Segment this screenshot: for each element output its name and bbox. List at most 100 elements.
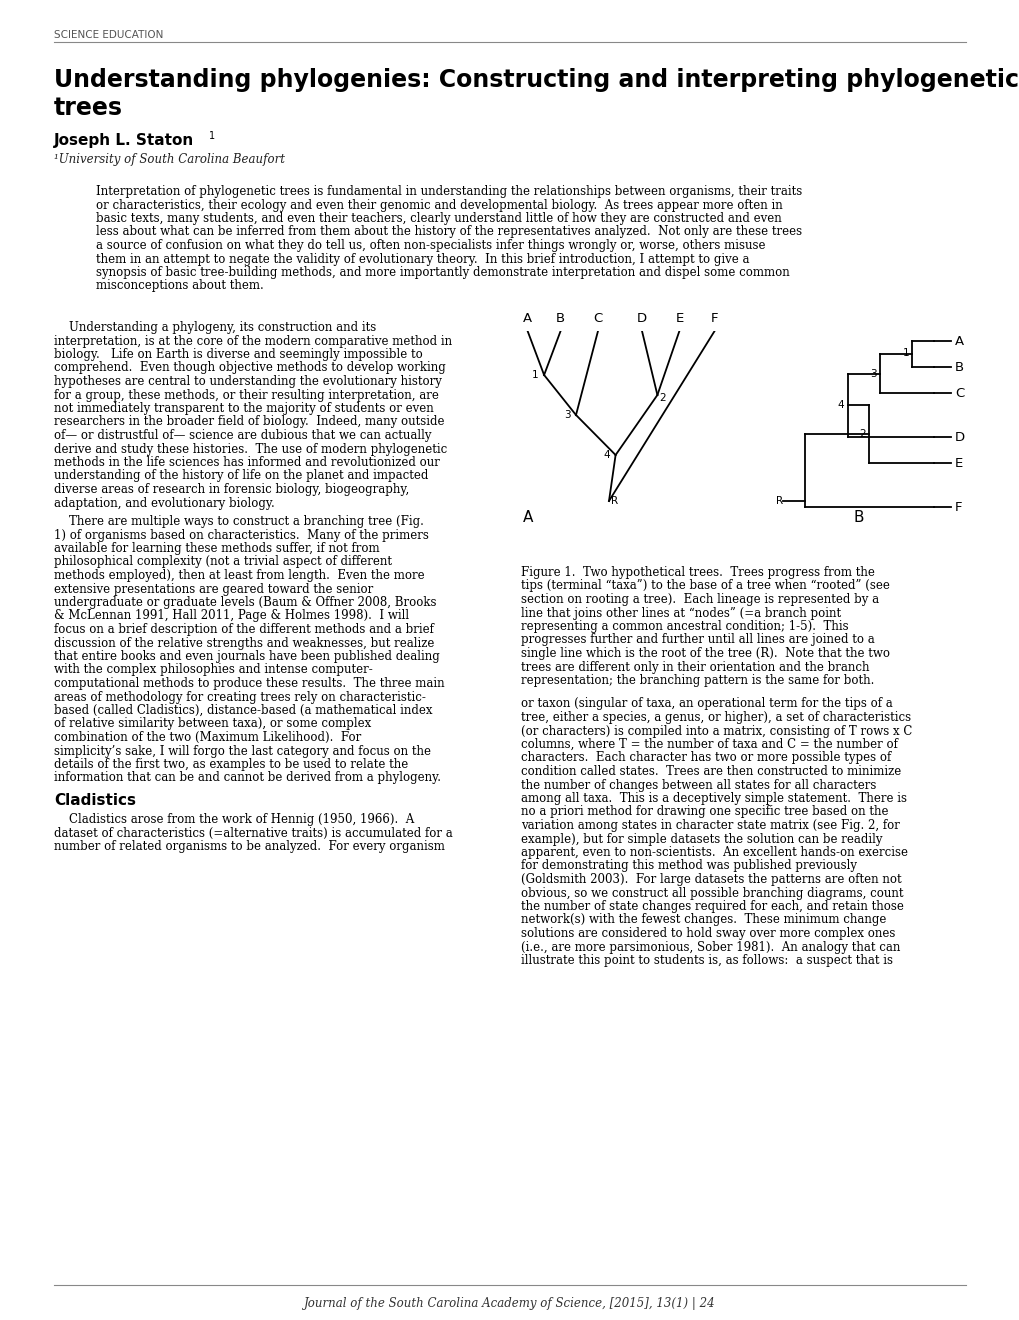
- Text: B: B: [853, 510, 863, 525]
- Text: There are multiple ways to construct a branching tree (Fig.: There are multiple ways to construct a b…: [54, 515, 424, 528]
- Text: comprehend.  Even though objective methods to develop working: comprehend. Even though objective method…: [54, 362, 445, 375]
- Text: F: F: [710, 312, 717, 325]
- Text: 1: 1: [209, 131, 215, 141]
- Text: that entire books and even journals have been published dealing: that entire books and even journals have…: [54, 649, 439, 663]
- Text: A: A: [522, 510, 532, 525]
- Text: extensive presentations are geared toward the senior: extensive presentations are geared towar…: [54, 582, 373, 595]
- Text: understanding of the history of life on the planet and impacted: understanding of the history of life on …: [54, 470, 428, 483]
- Text: for a group, these methods, or their resulting interpretation, are: for a group, these methods, or their res…: [54, 388, 438, 401]
- Text: diverse areas of research in forensic biology, biogeography,: diverse areas of research in forensic bi…: [54, 483, 409, 496]
- Text: example), but for simple datasets the solution can be readily: example), but for simple datasets the so…: [521, 833, 881, 846]
- Text: Joseph L. Staton: Joseph L. Staton: [54, 133, 194, 148]
- Text: columns, where T = the number of taxa and C = the number of: columns, where T = the number of taxa an…: [521, 738, 897, 751]
- Text: network(s) with the fewest changes.  These minimum change: network(s) with the fewest changes. Thes…: [521, 913, 886, 927]
- Text: focus on a brief description of the different methods and a brief: focus on a brief description of the diff…: [54, 623, 433, 636]
- Text: derive and study these histories.  The use of modern phylogenetic: derive and study these histories. The us…: [54, 442, 446, 455]
- Text: methods employed), then at least from length.  Even the more: methods employed), then at least from le…: [54, 569, 424, 582]
- Text: B: B: [555, 312, 565, 325]
- Text: a source of confusion on what they do tell us, often non-specialists infer thing: a source of confusion on what they do te…: [96, 239, 764, 252]
- Text: F: F: [955, 500, 962, 513]
- Text: adaptation, and evolutionary biology.: adaptation, and evolutionary biology.: [54, 496, 274, 510]
- Text: condition called states.  Trees are then constructed to minimize: condition called states. Trees are then …: [521, 766, 901, 777]
- Text: researchers in the broader field of biology.  Indeed, many outside: researchers in the broader field of biol…: [54, 416, 444, 429]
- Text: characters.  Each character has two or more possible types of: characters. Each character has two or mo…: [521, 751, 891, 764]
- Text: illustrate this point to students is, as follows:  a suspect that is: illustrate this point to students is, as…: [521, 954, 892, 968]
- Text: Interpretation of phylogenetic trees is fundamental in understanding the relatio: Interpretation of phylogenetic trees is …: [96, 185, 802, 198]
- Text: & McLennan 1991, Hall 2011, Page & Holmes 1998).  I will: & McLennan 1991, Hall 2011, Page & Holme…: [54, 610, 409, 623]
- Text: single line which is the root of the tree (R).  Note that the two: single line which is the root of the tre…: [521, 647, 890, 660]
- Text: or characteristics, their ecology and even their genomic and developmental biolo: or characteristics, their ecology and ev…: [96, 198, 782, 211]
- Text: Understanding phylogenies: Constructing and interpreting phylogenetic: Understanding phylogenies: Constructing …: [54, 69, 1018, 92]
- Text: ¹University of South Carolina Beaufort: ¹University of South Carolina Beaufort: [54, 153, 284, 166]
- Text: representing a common ancestral condition; 1-5).  This: representing a common ancestral conditio…: [521, 620, 848, 634]
- Text: 2: 2: [859, 429, 865, 440]
- Text: of relative similarity between taxa), or some complex: of relative similarity between taxa), or…: [54, 718, 371, 730]
- Text: (i.e., are more parsimonious, Sober 1981).  An analogy that can: (i.e., are more parsimonious, Sober 1981…: [521, 940, 900, 953]
- Text: (Goldsmith 2003).  For large datasets the patterns are often not: (Goldsmith 2003). For large datasets the…: [521, 873, 901, 886]
- Text: trees: trees: [54, 96, 123, 120]
- Text: R: R: [610, 496, 618, 506]
- Text: Cladistics arose from the work of Hennig (1950, 1966).  A: Cladistics arose from the work of Hennig…: [54, 813, 414, 826]
- Text: biology.   Life on Earth is diverse and seemingly impossible to: biology. Life on Earth is diverse and se…: [54, 348, 422, 360]
- Text: information that can be and cannot be derived from a phylogeny.: information that can be and cannot be de…: [54, 771, 440, 784]
- Text: line that joins other lines at “nodes” (=a branch point: line that joins other lines at “nodes” (…: [521, 606, 841, 619]
- Text: E: E: [675, 312, 683, 325]
- Text: B: B: [955, 360, 963, 374]
- Text: simplicity’s sake, I will forgo the last category and focus on the: simplicity’s sake, I will forgo the last…: [54, 744, 431, 758]
- Text: D: D: [636, 312, 646, 325]
- Text: D: D: [955, 430, 964, 444]
- Text: no a priori method for drawing one specific tree based on the: no a priori method for drawing one speci…: [521, 805, 888, 818]
- Text: 1: 1: [532, 370, 538, 380]
- Text: (or characters) is compiled into a matrix, consisting of T rows x C: (or characters) is compiled into a matri…: [521, 725, 911, 738]
- Text: Understanding a phylogeny, its construction and its: Understanding a phylogeny, its construct…: [54, 321, 376, 334]
- Text: section on rooting a tree).  Each lineage is represented by a: section on rooting a tree). Each lineage…: [521, 593, 878, 606]
- Text: 4: 4: [603, 450, 609, 459]
- Text: C: C: [593, 312, 602, 325]
- Text: 2: 2: [659, 393, 665, 403]
- Text: solutions are considered to hold sway over more complex ones: solutions are considered to hold sway ov…: [521, 927, 895, 940]
- Text: 1) of organisms based on characteristics.  Many of the primers: 1) of organisms based on characteristics…: [54, 528, 428, 541]
- Text: philosophical complexity (not a trivial aspect of different: philosophical complexity (not a trivial …: [54, 556, 391, 569]
- Text: for demonstrating this method was published previously: for demonstrating this method was publis…: [521, 859, 856, 873]
- Text: not immediately transparent to the majority of students or even: not immediately transparent to the major…: [54, 403, 433, 414]
- Text: the number of state changes required for each, and retain those: the number of state changes required for…: [521, 900, 903, 913]
- Text: misconceptions about them.: misconceptions about them.: [96, 280, 264, 293]
- Text: dataset of characteristics (=alternative traits) is accumulated for a: dataset of characteristics (=alternative…: [54, 826, 452, 840]
- Text: areas of methodology for creating trees rely on characteristic-: areas of methodology for creating trees …: [54, 690, 426, 704]
- Text: interpretation, is at the core of the modern comparative method in: interpretation, is at the core of the mo…: [54, 334, 451, 347]
- Text: A: A: [523, 312, 532, 325]
- Text: hypotheses are central to understanding the evolutionary history: hypotheses are central to understanding …: [54, 375, 441, 388]
- Text: undergraduate or graduate levels (Baum & Offner 2008, Brooks: undergraduate or graduate levels (Baum &…: [54, 597, 436, 609]
- Text: the number of changes between all states for all characters: the number of changes between all states…: [521, 779, 875, 792]
- Text: representation; the branching pattern is the same for both.: representation; the branching pattern is…: [521, 675, 873, 686]
- Text: methods in the life sciences has informed and revolutionized our: methods in the life sciences has informe…: [54, 455, 439, 469]
- Text: R: R: [775, 496, 783, 506]
- Text: trees are different only in their orientation and the branch: trees are different only in their orient…: [521, 660, 868, 673]
- Text: 3: 3: [869, 368, 876, 379]
- Text: available for learning these methods suffer, if not from: available for learning these methods suf…: [54, 543, 379, 554]
- Text: tree, either a species, a genus, or higher), a set of characteristics: tree, either a species, a genus, or high…: [521, 711, 910, 723]
- Text: Cladistics: Cladistics: [54, 793, 136, 808]
- Text: progresses further and further until all lines are joined to a: progresses further and further until all…: [521, 634, 874, 647]
- Text: 1: 1: [902, 348, 908, 358]
- Text: combination of the two (Maximum Likelihood).  For: combination of the two (Maximum Likeliho…: [54, 731, 361, 744]
- Text: C: C: [955, 387, 964, 400]
- Text: E: E: [955, 457, 963, 470]
- Text: variation among states in character state matrix (see Fig. 2, for: variation among states in character stat…: [521, 818, 899, 832]
- Text: obvious, so we construct all possible branching diagrams, count: obvious, so we construct all possible br…: [521, 887, 903, 899]
- Text: with the complex philosophies and intense computer-: with the complex philosophies and intens…: [54, 664, 372, 676]
- Text: them in an attempt to negate the validity of evolutionary theory.  In this brief: them in an attempt to negate the validit…: [96, 252, 749, 265]
- Text: of— or distrustful of— science are dubious that we can actually: of— or distrustful of— science are dubio…: [54, 429, 431, 442]
- Text: number of related organisms to be analyzed.  For every organism: number of related organisms to be analyz…: [54, 840, 444, 853]
- Text: or taxon (singular of taxa, an operational term for the tips of a: or taxon (singular of taxa, an operation…: [521, 697, 892, 710]
- Text: 4: 4: [837, 400, 844, 411]
- Text: A: A: [955, 334, 963, 347]
- Text: synopsis of basic tree-building methods, and more importantly demonstrate interp: synopsis of basic tree-building methods,…: [96, 267, 789, 279]
- Text: Journal of the South Carolina Academy of Science, [2015], 13(1) | 24: Journal of the South Carolina Academy of…: [304, 1298, 715, 1309]
- Text: less about what can be inferred from them about the history of the representativ: less about what can be inferred from the…: [96, 226, 801, 239]
- Text: apparent, even to non-scientists.  An excellent hands-on exercise: apparent, even to non-scientists. An exc…: [521, 846, 907, 859]
- Text: details of the first two, as examples to be used to relate the: details of the first two, as examples to…: [54, 758, 408, 771]
- Text: discussion of the relative strengths and weaknesses, but realize: discussion of the relative strengths and…: [54, 636, 434, 649]
- Text: Figure 1.  Two hypothetical trees.  Trees progress from the: Figure 1. Two hypothetical trees. Trees …: [521, 566, 874, 579]
- Text: tips (terminal “taxa”) to the base of a tree when “rooted” (see: tips (terminal “taxa”) to the base of a …: [521, 579, 889, 593]
